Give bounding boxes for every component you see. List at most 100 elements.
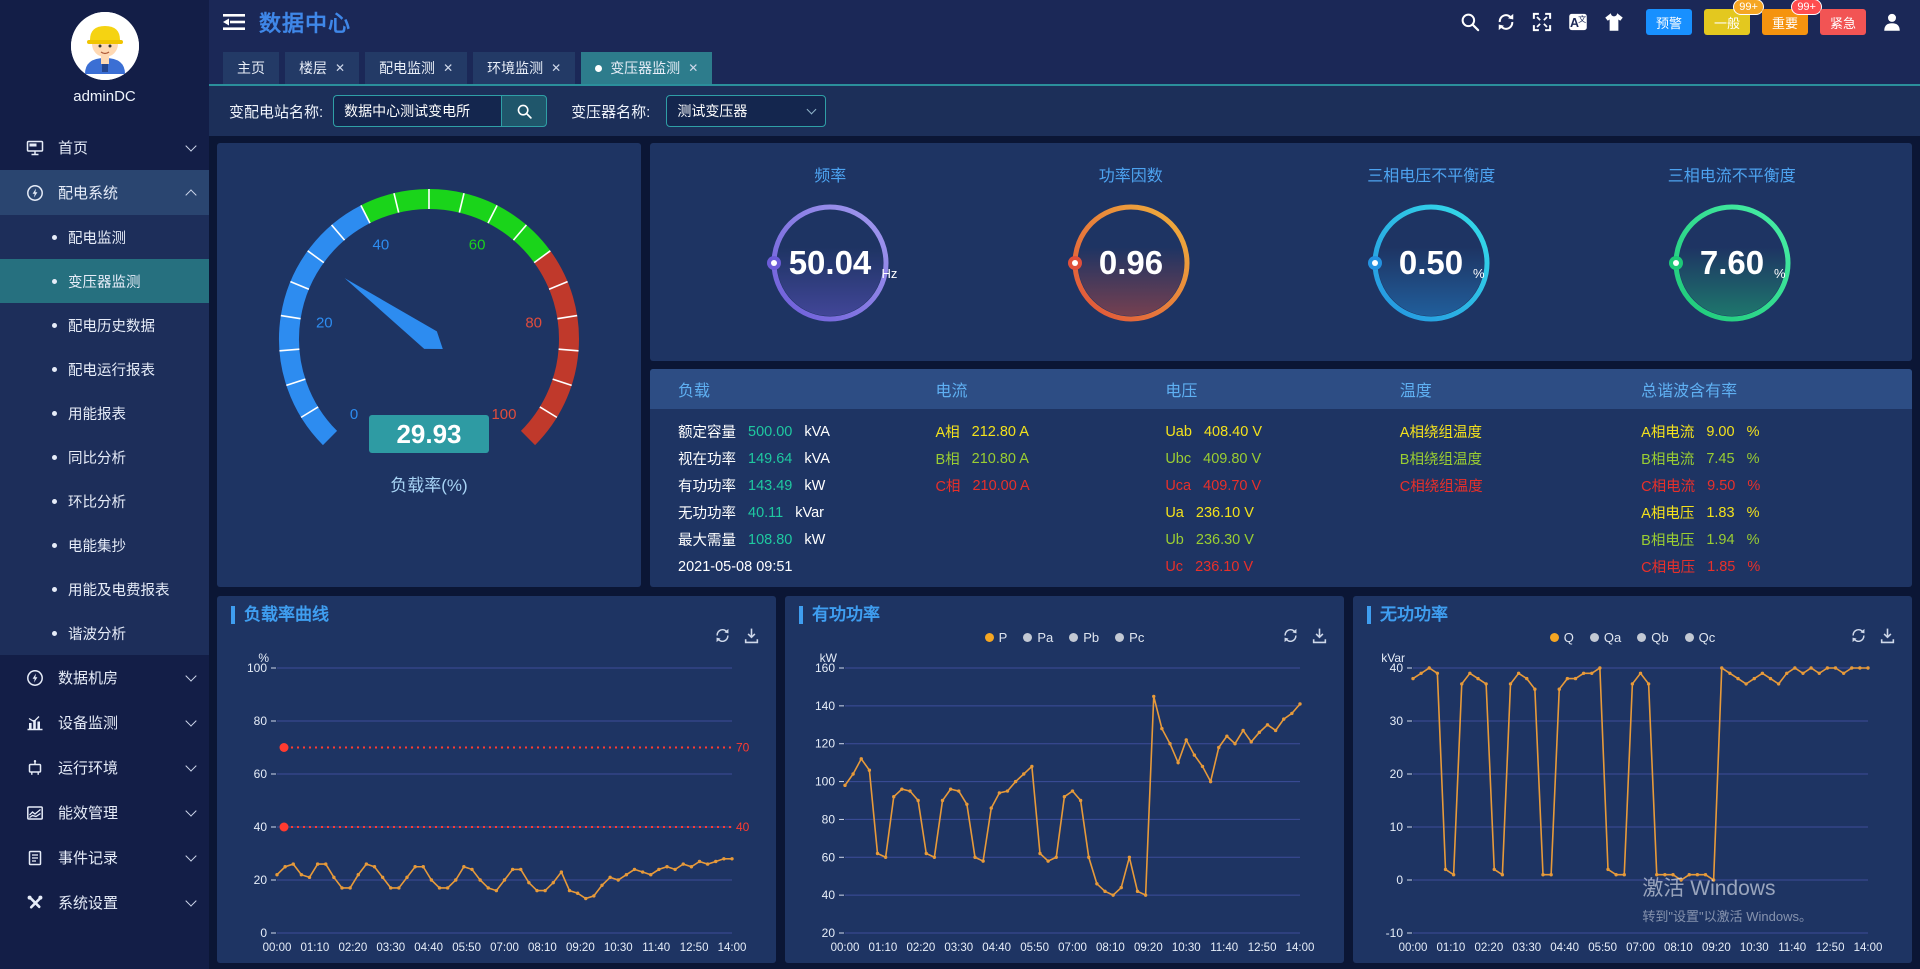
settings-icon: [26, 894, 44, 912]
sidebar-subitem[interactable]: 谐波分析: [0, 611, 209, 655]
sidebar-menu: 首页 配电系统 配电监测变压器监测配电历史数据配电运行报表 用能报表 同比分析 环比分析电…: [0, 125, 209, 969]
tab-active[interactable]: 变压器监测 ✕: [581, 52, 713, 84]
table-row: 2021-05-08 09:51: [678, 553, 907, 580]
chart-subrow: [231, 624, 762, 650]
user-icon[interactable]: [1882, 12, 1902, 32]
bullet-icon: [52, 278, 57, 284]
cell-value: 500.00: [748, 423, 793, 440]
cell-label: Uc: [1165, 558, 1184, 575]
download-icon[interactable]: [1879, 627, 1896, 644]
tab-label: 主页: [237, 60, 265, 76]
refresh-icon[interactable]: [1282, 627, 1299, 644]
station-search-button[interactable]: [501, 95, 548, 127]
svg-text:02:20: 02:20: [338, 942, 367, 954]
language-icon[interactable]: A 文: [1568, 12, 1588, 32]
sidebar-item-device[interactable]: 运行环境: [0, 745, 209, 790]
sidebar-subitem[interactable]: 用能报表: [0, 391, 209, 435]
legend-item[interactable]: Qc: [1684, 630, 1715, 645]
legend-label: Qa: [1603, 629, 1622, 645]
svg-text:05:50: 05:50: [1588, 942, 1617, 954]
tab-close-icon[interactable]: ✕: [688, 61, 699, 75]
download-icon[interactable]: [1311, 627, 1328, 644]
alarm-button[interactable]: 预警: [1645, 9, 1692, 35]
sidebar-subitem-label: 变压器监测: [68, 274, 141, 291]
refresh-icon[interactable]: [1496, 12, 1516, 32]
tab-close-icon[interactable]: ✕: [335, 61, 346, 75]
sidebar-item-events[interactable]: 事件记录: [0, 835, 209, 880]
search-icon[interactable]: [1460, 12, 1480, 32]
tab-item[interactable]: 楼层 ✕: [285, 52, 360, 84]
legend-item[interactable]: Pa: [1023, 630, 1053, 645]
sidebar-subitem[interactable]: 用能及电费报表: [0, 567, 209, 611]
sidebar-subitem[interactable]: 变压器监测: [0, 259, 209, 303]
legend-item[interactable]: Qa: [1589, 629, 1622, 645]
cell-unit: %: [1746, 450, 1760, 467]
menu-collapse-icon[interactable]: [223, 13, 245, 31]
svg-text:40: 40: [1390, 661, 1404, 675]
table-row: B相电压 1.94%: [1641, 526, 1912, 553]
tab-close-icon[interactable]: ✕: [443, 61, 454, 75]
table-column: Uab 408.40 V Ubc 409.80 V Uca 409.70 V Ua 236.1…: [1137, 418, 1371, 587]
refresh-icon[interactable]: [714, 627, 731, 644]
alarm-button[interactable]: 一般 99+: [1703, 0, 1764, 35]
sidebar-subitem[interactable]: 配电运行报表: [0, 347, 209, 391]
svg-text:100: 100: [247, 661, 267, 675]
alarm-button[interactable]: 紧急: [1819, 9, 1866, 35]
svg-text:60: 60: [254, 767, 268, 781]
sidebar-subitem[interactable]: 电能集抄: [0, 523, 209, 567]
chart-plot-area: 20 40 60 80 100 120 140 160 kW 00:00 01:10 02:20 03:…: [799, 650, 1330, 959]
legend-item[interactable]: Pc: [1115, 630, 1144, 645]
fullscreen-icon[interactable]: [1532, 12, 1552, 32]
bullet-icon: [52, 410, 57, 416]
station-input[interactable]: [333, 95, 502, 127]
tab-label: 环境监测: [487, 60, 544, 76]
svg-text:11:40: 11:40: [1210, 942, 1238, 954]
sidebar-subitem-label: 配电历史数据: [68, 318, 155, 335]
tab-label: 变压器监测: [610, 60, 681, 76]
alarm-button[interactable]: 重要 99+: [1761, 0, 1822, 35]
download-icon[interactable]: [743, 627, 760, 644]
ring-gauge-title: 三相电流不平衡度: [1667, 167, 1796, 185]
svg-text:12:50: 12:50: [680, 942, 709, 954]
table-header-cell: 温度: [1399, 383, 1432, 400]
bullet-icon: [52, 366, 57, 372]
cell-value: 1.83: [1706, 504, 1735, 521]
cell-value: 1.94: [1706, 531, 1735, 548]
legend-item[interactable]: P: [984, 630, 1007, 645]
sidebar-subitem[interactable]: 配电监测: [0, 215, 209, 259]
svg-text:07:00: 07:00: [1058, 942, 1087, 954]
sidebar-item-settings[interactable]: 系统设置: [0, 880, 209, 925]
sidebar-item-chart-bars[interactable]: 设备监测: [0, 700, 209, 745]
refresh-icon[interactable]: [1850, 627, 1867, 644]
cell-unit: kW: [804, 477, 826, 494]
cell-unit: %: [1746, 504, 1760, 521]
cell-label: B相绕组温度: [1399, 452, 1482, 468]
svg-text:60: 60: [469, 237, 486, 254]
tab-close-icon[interactable]: ✕: [551, 61, 562, 75]
legend-item[interactable]: Pb: [1069, 630, 1099, 645]
legend-item[interactable]: Qb: [1637, 630, 1669, 645]
chart-panel-3: 无功功率 Q Qa Qb Qc -10 0 10 20 30 40 kVar 00:00 01:10 02:…: [1353, 596, 1912, 963]
measurements-table-panel: 负载 电流 电压 温度 总谐波含有率 额定容量 500.00 kVA 视在功率 149.64 kV…: [650, 369, 1912, 587]
theme-icon[interactable]: [1604, 12, 1624, 32]
cell-value: 143.49: [748, 477, 793, 494]
svg-text:10:30: 10:30: [1740, 942, 1769, 954]
sidebar-item-home[interactable]: 首页: [0, 125, 209, 170]
sidebar-subitem[interactable]: 环比分析: [0, 479, 209, 523]
legend-label: Q: [1563, 629, 1574, 645]
tab-item[interactable]: 配电监测 ✕: [365, 52, 468, 84]
sidebar-subitem[interactable]: 同比分析: [0, 435, 209, 479]
transformer-select[interactable]: 测试变压器: [666, 95, 827, 127]
tab-item[interactable]: 主页: [223, 52, 279, 84]
sidebar-item-power2[interactable]: 数据机房: [0, 655, 209, 700]
sidebar-item-power[interactable]: 配电系统: [0, 170, 209, 215]
chart-panel-2: 有功功率 P Pa Pb Pc 20 40 60 80 100 120 140 160 kW 00:00 01…: [785, 596, 1344, 963]
sidebar-subitem[interactable]: 配电历史数据: [0, 303, 209, 347]
sidebar-item-energy[interactable]: 能效管理: [0, 790, 209, 835]
tab-item[interactable]: 环境监测 ✕: [473, 52, 576, 84]
svg-text:01:10: 01:10: [1437, 942, 1466, 954]
chart-legend: P Pa Pb Pc: [984, 630, 1144, 645]
cell-label: 无功功率: [678, 506, 736, 522]
legend-item[interactable]: Q: [1549, 629, 1574, 645]
table-column: A相电流 9.00% B相电流 7.45% C相电流 9.50% A相电压 1.83% B相电压…: [1613, 418, 1912, 587]
